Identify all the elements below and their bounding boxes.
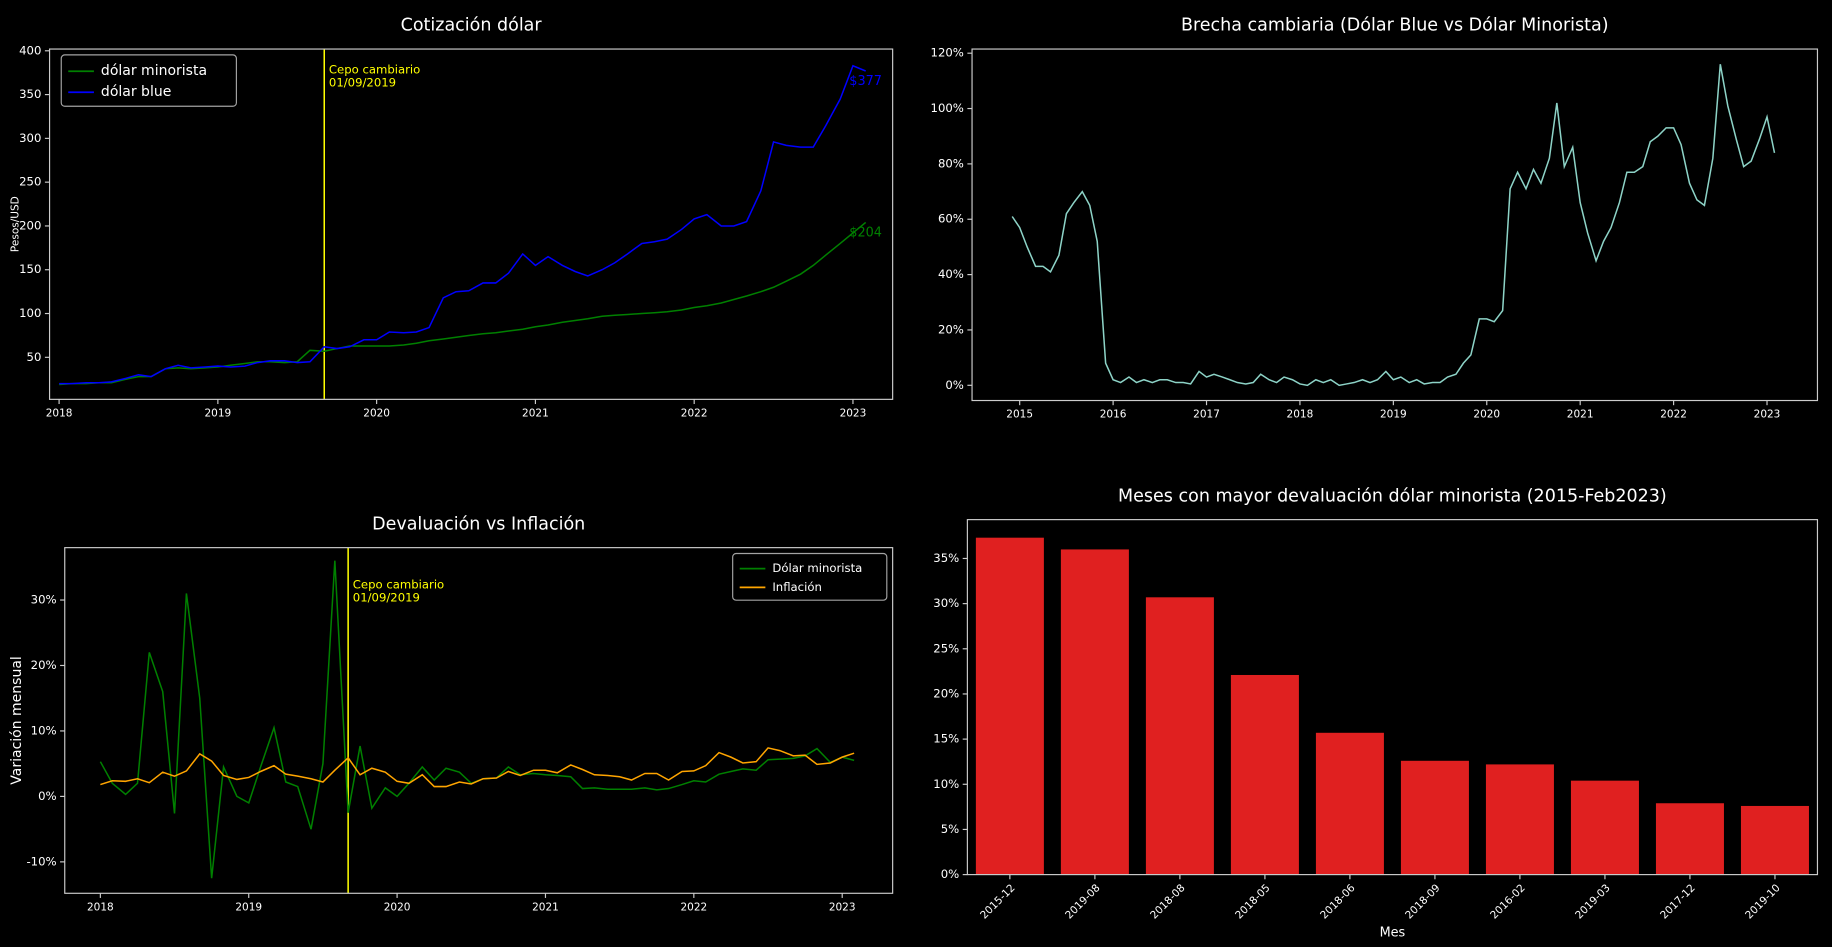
y-tick-label: 5% [941,822,960,836]
y-tick-label: 400 [19,43,41,57]
x-tick-label: 2022 [680,901,707,913]
x-axis-label: Mes [1380,925,1406,940]
y-tick-label: 20% [31,658,57,672]
bar [1400,760,1469,875]
y-tick-label: 150 [19,262,41,276]
x-tick-label: 2018-09 [1403,882,1443,922]
y-tick-label: 20% [938,322,964,336]
legend-box [732,552,888,601]
y-tick-label: -10% [26,854,56,868]
series-line [1011,64,1776,387]
legend-label: Dólar minorista [772,561,862,575]
bar [1485,764,1554,875]
y-tick-label: 20% [933,686,959,700]
x-tick-label: 2019 [1380,409,1407,421]
bar [1145,597,1214,875]
y-tick-label: 15% [933,732,959,746]
y-tick-label: 200 [19,218,41,232]
x-tick-label: 2018-08 [1148,882,1188,922]
y-tick-label: 35% [933,551,959,565]
x-tick-label: 2020 [1473,409,1500,421]
legend-label: dólar blue [101,84,171,100]
legend-box [60,54,237,107]
x-tick-label: 2016 [1100,409,1127,421]
y-tick-label: 100 [19,306,41,320]
y-tick-label: 350 [19,87,41,101]
x-tick-label: 2018 [1287,409,1314,421]
chart-title: Brecha cambiaria (Dólar Blue vs Dólar Mi… [1181,16,1609,36]
end-label: $204 [849,225,882,240]
y-tick-label: 0% [945,378,964,392]
series-line [99,560,855,879]
bar [1655,803,1724,875]
bar [1315,732,1384,875]
x-tick-label: 2021 [1567,409,1594,421]
y-tick-label: 30% [31,593,57,607]
x-tick-label: 2019-10 [1743,882,1783,922]
chart-title: Meses con mayor devaluación dólar minori… [1118,486,1667,506]
x-tick-label: 2021 [522,407,549,419]
y-tick-label: 100% [931,101,964,115]
plot-frame [971,48,1819,402]
y-tick-label: 0% [941,867,960,881]
x-tick-label: 2021 [532,901,559,913]
y-tick-label: 300 [19,131,41,145]
series-line [59,221,867,386]
bar [1740,805,1809,875]
x-tick-label: 2022 [681,407,708,419]
annotation-text: 01/09/2019 [353,590,420,604]
x-tick-label: 2019-03 [1573,882,1613,922]
y-tick-label: 25% [933,641,959,655]
x-tick-label: 2018-06 [1318,882,1358,922]
y-tick-label: 60% [938,212,964,226]
x-tick-label: 2019-08 [1063,882,1103,922]
chart-title: Cotización dólar [401,16,543,36]
series-line [59,64,866,385]
x-tick-label: 2019 [235,901,262,913]
x-tick-label: 2017 [1193,409,1220,421]
bar [1060,549,1129,875]
bar [1570,780,1639,875]
chart-title: Devaluación vs Inflación [372,514,585,534]
y-tick-label: 10% [31,723,57,737]
x-tick-label: 2018 [87,901,114,913]
y-axis-label: Variación mensual [9,656,25,785]
x-tick-label: 2020 [384,901,411,913]
legend-label: dólar minorista [101,63,207,79]
series-line [100,747,855,788]
x-tick-label: 2015-12 [978,882,1018,922]
legend-label: Inflación [772,580,821,594]
x-tick-label: 2015 [1006,409,1033,421]
x-tick-label: 2023 [840,407,867,419]
y-tick-label: 250 [19,175,41,189]
y-tick-label: 80% [938,156,964,170]
plot-frame [966,519,1819,876]
x-tick-label: 2018-05 [1233,882,1273,922]
bar [1230,674,1299,875]
y-tick-label: 120% [931,46,964,60]
end-label: $377 [849,74,882,89]
x-tick-label: 2016-02 [1488,882,1528,922]
x-tick-label: 2017-12 [1658,882,1698,922]
y-tick-label: 30% [933,596,959,610]
y-axis-label: Pesos/USD [10,196,22,252]
bar [975,537,1044,875]
x-tick-label: 2022 [1660,409,1687,421]
annotation-text: Cepo cambiario [353,578,444,592]
x-tick-label: 2020 [363,407,390,419]
y-tick-label: 50 [27,350,42,364]
x-tick-label: 2023 [1754,409,1781,421]
x-tick-label: 2019 [205,407,232,419]
annotation-text: 01/09/2019 [329,75,396,89]
y-tick-label: 0% [38,789,57,803]
x-tick-label: 2023 [829,901,856,913]
x-tick-label: 2018 [46,407,73,419]
plot-frame [64,547,894,894]
annotation-text: Cepo cambiario [329,63,420,77]
y-tick-label: 40% [938,267,964,281]
plot-frame [48,48,894,400]
y-tick-label: 10% [933,777,959,791]
